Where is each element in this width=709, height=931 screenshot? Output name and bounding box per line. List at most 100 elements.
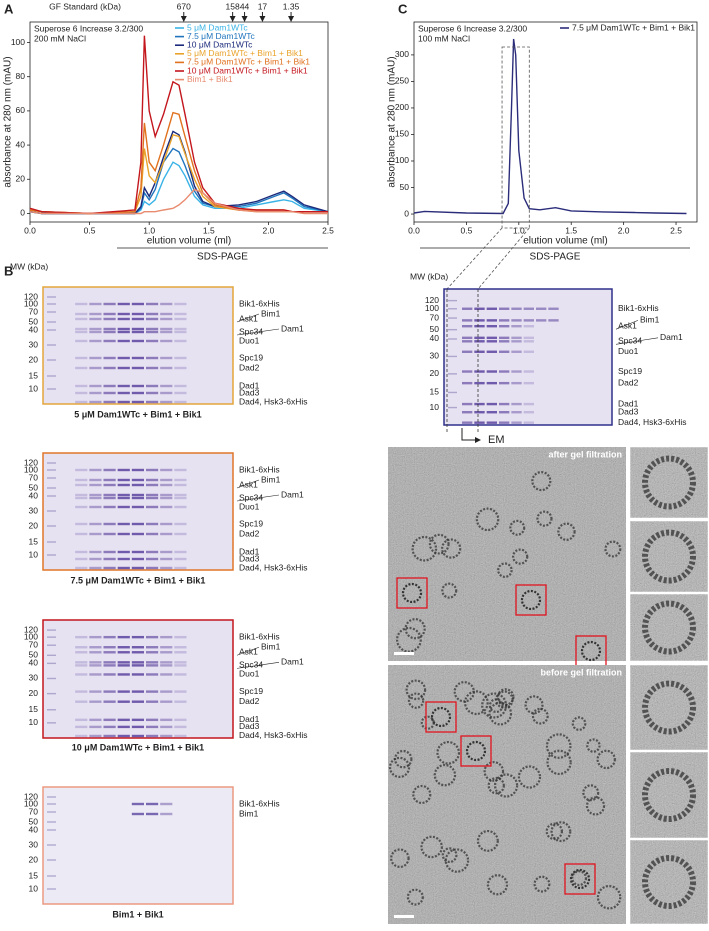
gel-band	[89, 690, 102, 693]
gel-band	[131, 339, 144, 343]
annotation: 200 mM NaCl	[34, 33, 86, 43]
legend-label: 7.5 μM Dam1WTc + Bim1 + Bik1	[572, 22, 695, 32]
panel-label: A	[4, 1, 14, 16]
gel-band	[160, 566, 173, 570]
x-tick-label: 0.5	[460, 225, 472, 235]
gel-band	[131, 550, 144, 554]
ladder-band	[47, 541, 56, 543]
ladder-band	[47, 796, 56, 798]
inset-particle	[642, 855, 696, 909]
inset-particle	[642, 455, 696, 510]
band-label: Dad2	[239, 528, 260, 538]
gel-band	[160, 400, 173, 404]
ladder-band	[47, 811, 56, 813]
ladder-band	[47, 321, 56, 323]
band-label: Bim1	[239, 808, 259, 818]
ladder-band	[448, 391, 457, 394]
ladder-band	[47, 510, 56, 512]
y-tick-label: 0	[404, 208, 409, 218]
ladder-band	[47, 296, 56, 298]
band-label: Ask1	[239, 313, 258, 323]
gel-band	[160, 505, 173, 509]
gel-band	[146, 400, 159, 404]
gel-band	[462, 350, 473, 353]
gel-band	[146, 478, 159, 482]
gel-band	[174, 400, 187, 404]
gel-band	[117, 312, 130, 316]
particle	[411, 535, 438, 562]
gel-band	[131, 646, 144, 649]
gel-band	[146, 700, 159, 703]
gel-band	[89, 302, 102, 306]
gel-band	[89, 734, 102, 738]
leader	[236, 328, 280, 336]
ladder-band	[47, 525, 56, 527]
gel-band	[146, 483, 159, 487]
gel-band	[103, 317, 116, 321]
mw-label: 15	[430, 387, 440, 397]
band-label: Duo1	[239, 669, 260, 679]
gel-band	[117, 356, 130, 360]
gel-band	[131, 557, 144, 561]
gel-band	[131, 400, 144, 404]
mw-label: 50	[29, 482, 39, 492]
band-label: Bik1-6xHis	[239, 798, 280, 808]
gel-band	[103, 557, 116, 561]
gel-band	[103, 505, 116, 509]
ladder-band	[47, 495, 56, 497]
gel-band	[75, 664, 88, 667]
gel-band	[486, 421, 497, 424]
band-label: Ask1	[239, 647, 258, 657]
y-tick-label: 0	[20, 208, 25, 218]
mw-header: MW (kDa)	[10, 261, 48, 271]
gel-band	[160, 384, 173, 388]
series-line	[29, 188, 328, 215]
band-label: Dad1	[239, 380, 260, 390]
gel-band	[131, 317, 144, 321]
x-axis-label: elution volume (ml)	[523, 236, 607, 247]
inset-particle	[642, 768, 696, 822]
gel-band	[103, 550, 116, 554]
gel-band	[146, 493, 159, 497]
gel-band	[75, 690, 88, 693]
ladder-band	[47, 469, 56, 471]
band-label: Dad3	[618, 406, 639, 416]
particle	[536, 510, 553, 527]
y-tick-label: 250	[395, 76, 409, 86]
gel-band	[89, 661, 102, 664]
x-tick-label: 2.0	[618, 225, 630, 235]
gel-band	[499, 340, 510, 343]
gel-band	[462, 336, 473, 340]
gel-band	[146, 327, 159, 331]
leader	[236, 646, 260, 656]
inset	[630, 665, 708, 750]
band-label: Dam1	[281, 489, 304, 499]
gel-band	[146, 646, 159, 649]
gel-band	[174, 327, 187, 331]
gel-band	[511, 381, 522, 385]
ladder-band	[47, 359, 56, 361]
gel-band	[511, 402, 522, 406]
gel-band	[511, 421, 522, 424]
leader	[236, 494, 280, 502]
particle	[546, 749, 572, 776]
gel-band	[474, 319, 485, 322]
band-label: Dad4, Hsk3-6xHis	[239, 730, 308, 740]
gel-band	[174, 734, 187, 738]
gel-band	[174, 317, 187, 321]
gel-band	[117, 384, 130, 388]
band-label: Dad2	[239, 362, 260, 372]
gel-band	[462, 324, 473, 328]
gel-band	[75, 330, 88, 334]
mw-label: 100	[425, 303, 439, 313]
mw-label: 10	[29, 883, 39, 893]
gel-band	[103, 646, 116, 649]
gel-band	[75, 391, 88, 395]
ladder-band	[448, 328, 457, 331]
gel-band	[89, 522, 102, 526]
gel-band	[131, 718, 144, 722]
gel-band	[117, 664, 130, 667]
gel-band	[117, 339, 130, 343]
particle	[407, 692, 425, 709]
legend-label: 5 μM Dam1WTc	[187, 22, 248, 32]
